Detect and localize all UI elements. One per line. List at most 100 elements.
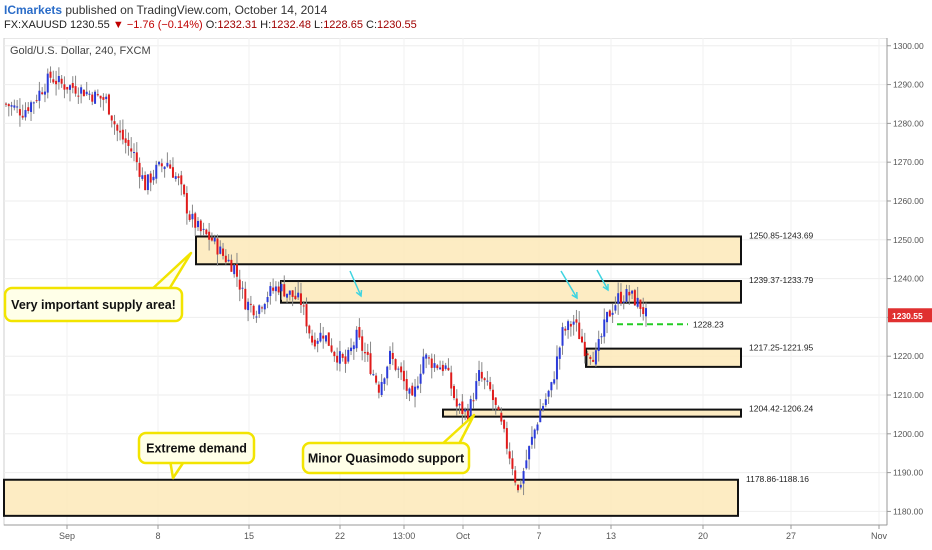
candle-down — [511, 458, 514, 469]
callout-extreme-demand — [137, 431, 256, 465]
candle-up — [316, 340, 319, 344]
candle-up — [266, 297, 269, 303]
candle-down — [466, 410, 469, 422]
candle-up — [550, 382, 553, 391]
candle-up — [158, 161, 161, 165]
callout-label: Minor Quasimodo support — [308, 452, 465, 466]
candle-up — [152, 176, 155, 181]
candle-down — [208, 231, 211, 240]
candle-down — [18, 109, 21, 116]
candle-up — [338, 351, 341, 364]
last-price: 1230.55 — [70, 19, 110, 31]
y-tick-label: 1280.00 — [893, 118, 924, 128]
high-value: 1232.48 — [271, 19, 311, 31]
candle-down — [169, 164, 172, 169]
candle-up — [227, 259, 230, 262]
candle-up — [191, 213, 194, 220]
candle-up — [439, 367, 442, 370]
candle-up — [469, 399, 472, 422]
candle-down — [361, 336, 364, 351]
candle-up — [389, 350, 391, 364]
candle-up — [558, 347, 561, 359]
candle-up — [241, 287, 244, 289]
demand-zone-1217 — [585, 347, 742, 368]
candle-up — [32, 102, 35, 104]
candle-down — [244, 288, 247, 310]
zone-label: 1250.85-1243.69 — [749, 230, 814, 240]
candle-up — [88, 93, 91, 95]
candle-up — [372, 374, 375, 376]
candle-up — [213, 237, 216, 242]
candle-down — [564, 328, 567, 331]
candle-down — [144, 175, 147, 191]
zone-label: 1204.42-1206.24 — [749, 404, 814, 414]
candle-down — [63, 84, 66, 90]
candle-up — [355, 329, 358, 349]
candle-down — [116, 124, 119, 131]
candle-down — [639, 299, 642, 309]
candle-up — [603, 319, 606, 337]
candle-up — [547, 390, 550, 397]
candle-down — [110, 115, 113, 121]
candle-down — [160, 163, 163, 167]
candle-down — [188, 214, 191, 220]
candle-down — [633, 290, 636, 306]
candle-up — [553, 379, 556, 384]
candle-up — [397, 368, 400, 370]
candle-down — [427, 357, 430, 359]
x-tick-label: Nov — [871, 531, 888, 541]
candle-down — [96, 94, 99, 96]
y-tick-label: 1190.00 — [893, 468, 923, 478]
candle-up — [146, 174, 149, 191]
candle-up — [645, 308, 647, 317]
demand-zone-1178 — [3, 478, 739, 517]
candle-down — [375, 375, 378, 383]
callout-quasimodo — [301, 441, 471, 475]
candle-down — [91, 94, 94, 102]
chart-title: Gold/U.S. Dollar, 240, FXCM — [10, 45, 151, 57]
candle-up — [600, 336, 603, 338]
arrows-layer — [349, 269, 609, 300]
candle-up — [458, 403, 461, 406]
close-label: C: — [366, 19, 378, 31]
candle-down — [480, 371, 483, 379]
x-tick-label: 7 — [536, 531, 541, 541]
candle-up — [255, 316, 258, 318]
candle-down — [291, 290, 294, 297]
callout-supply-area — [3, 286, 184, 323]
candle-up — [13, 105, 16, 108]
candle-down — [336, 355, 339, 363]
candle-down — [124, 138, 127, 143]
x-tick-label: 20 — [698, 531, 708, 541]
candle-up — [386, 366, 389, 379]
candle-down — [41, 92, 44, 95]
candle-up — [94, 91, 97, 104]
candle-up — [258, 305, 261, 314]
candle-down — [27, 107, 30, 112]
candle-down — [305, 304, 308, 327]
candle-down — [589, 356, 592, 359]
candles-layer — [5, 66, 647, 496]
candle-up — [319, 332, 322, 342]
candle-up — [347, 349, 350, 362]
candle-down — [113, 121, 116, 125]
candle-down — [583, 341, 586, 357]
candle-up — [280, 283, 283, 292]
supply-zone-1250 — [195, 235, 742, 266]
candle-up — [219, 246, 222, 254]
demand-zone-1204 — [442, 408, 742, 418]
candle-down — [299, 293, 302, 305]
candle-down — [224, 255, 227, 263]
open-label: O: — [205, 19, 218, 31]
candle-down — [130, 148, 133, 152]
low-value: 1228.65 — [323, 19, 363, 31]
candle-up — [350, 347, 353, 352]
candle-down — [344, 356, 347, 364]
brand-link[interactable]: ICmarkets — [4, 3, 63, 17]
x-tick-label: 8 — [155, 531, 160, 541]
candle-down — [491, 389, 494, 401]
candle-down — [514, 470, 517, 483]
candle-up — [444, 365, 447, 369]
candle-up — [555, 356, 558, 380]
